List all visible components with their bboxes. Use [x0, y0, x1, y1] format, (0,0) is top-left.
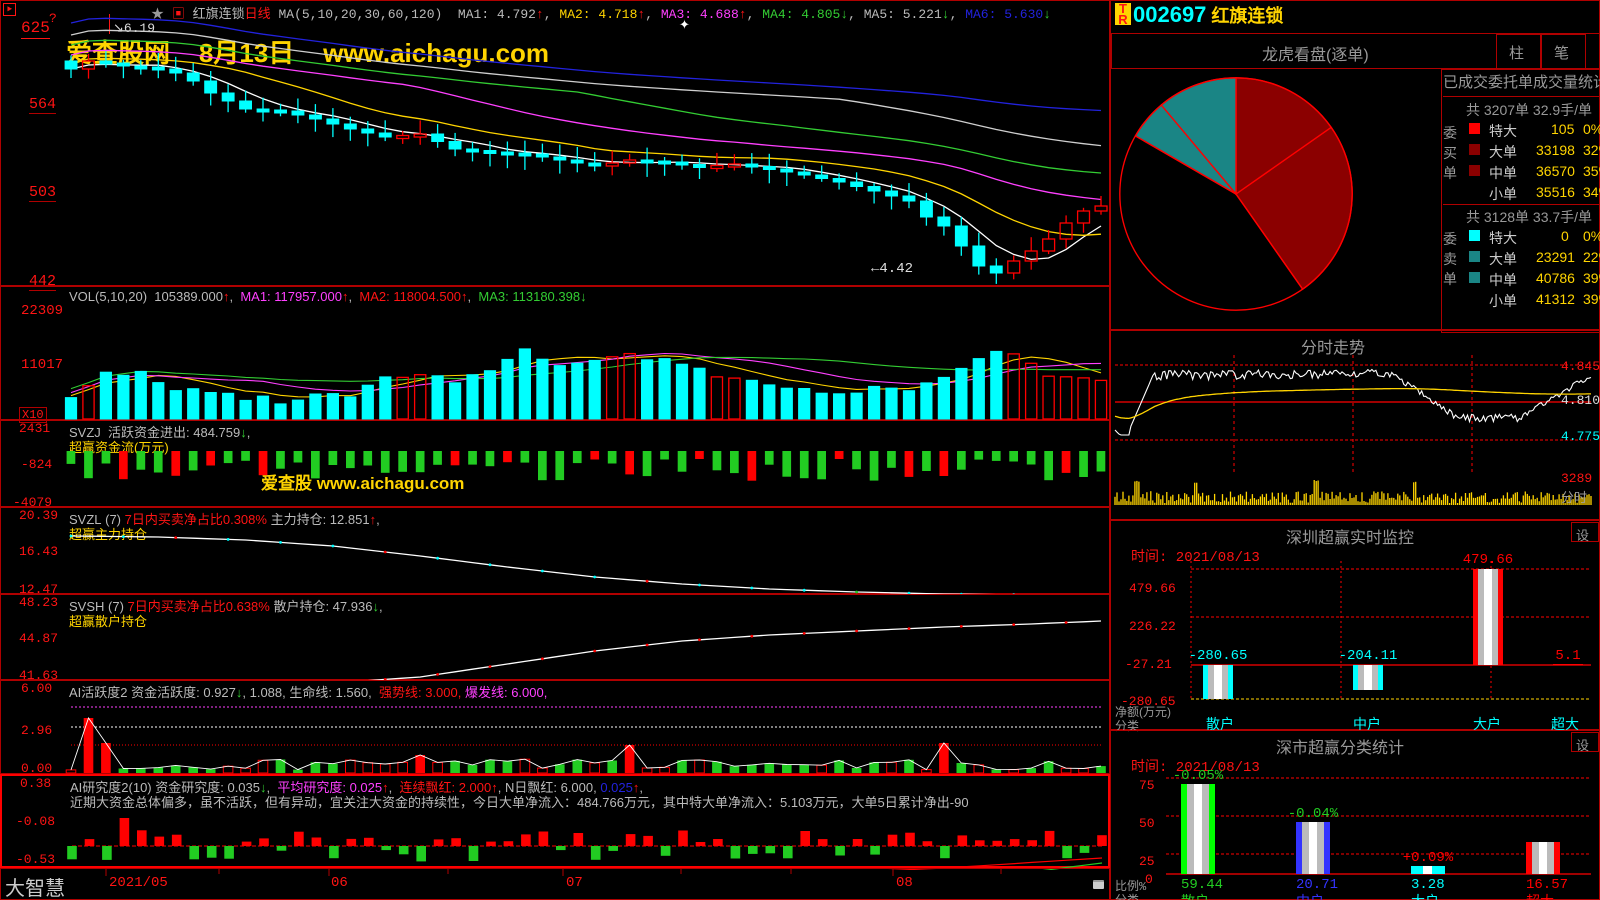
svg-text:-0.04%: -0.04%: [1288, 806, 1339, 822]
svg-text:-0.05%: -0.05%: [1173, 768, 1224, 784]
svg-text:-204.11: -204.11: [1339, 648, 1398, 664]
svg-text:+0.09%: +0.09%: [1403, 850, 1454, 866]
svg-text:-280.65: -280.65: [1189, 648, 1248, 664]
svg-text:479.66: 479.66: [1463, 552, 1513, 568]
svg-text:5.1: 5.1: [1555, 648, 1580, 664]
